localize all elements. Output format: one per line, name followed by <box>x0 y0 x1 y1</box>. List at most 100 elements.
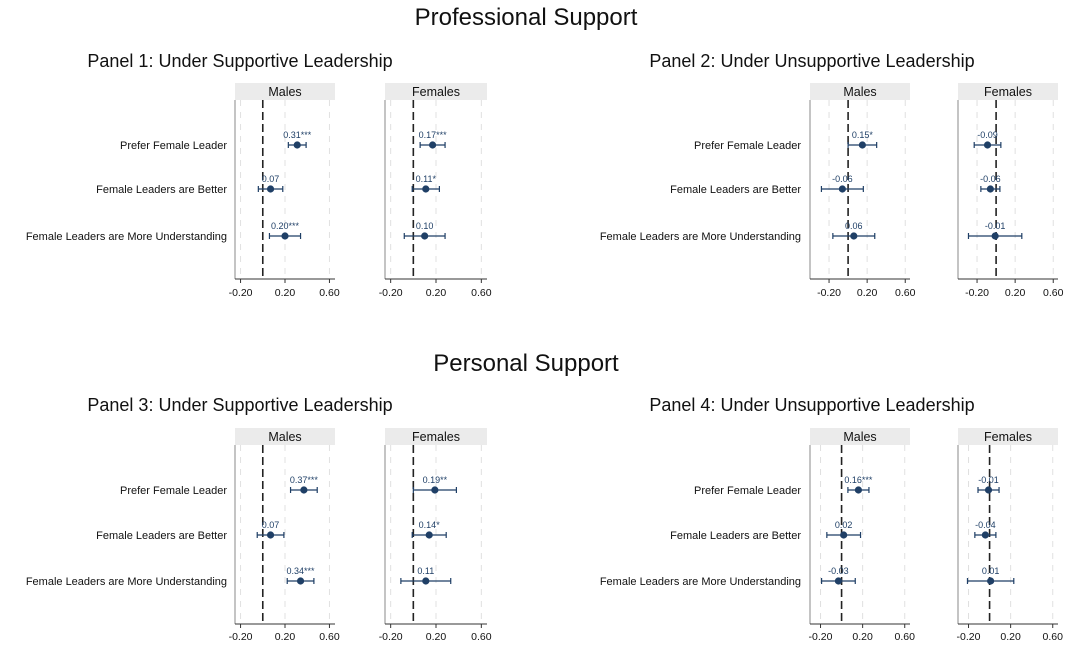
row-label: Prefer Female Leader <box>694 140 801 152</box>
panel-1: Panel 1: Under Supportive Leadership Pref… <box>26 51 492 299</box>
row-label: Female Leaders are Better <box>96 530 227 542</box>
point-marker <box>986 185 994 193</box>
point-marker <box>422 577 430 585</box>
facet-males: Males -0.20 0.20 0.60 0.31*** 0.07 0.20*** <box>229 83 340 299</box>
x-tick-label: 0.60 <box>1043 287 1064 299</box>
x-tick-label: -0.20 <box>229 631 253 643</box>
facet-males: Males -0.20 0.20 0.60 0.37*** 0.07 0.34*** <box>229 428 340 643</box>
point-marker <box>854 486 863 494</box>
x-tick-label: 0.60 <box>319 287 340 299</box>
data-label: 0.11* <box>416 174 437 184</box>
x-tick-label: -0.20 <box>965 287 989 299</box>
row-label: Female Leaders are Better <box>96 184 227 196</box>
x-tick-label: 0.20 <box>1000 631 1021 643</box>
facet-strip-label: Females <box>984 85 1032 99</box>
data-label: 0.17*** <box>419 130 448 140</box>
x-tick-label: 0.60 <box>895 287 916 299</box>
panel-title: Panel 1: Under Supportive Leadership <box>87 51 392 71</box>
facet-strip-label: Females <box>984 430 1032 444</box>
row-label: Female Leaders are More Understanding <box>600 576 801 588</box>
point-marker <box>300 486 308 494</box>
point-marker <box>293 141 301 149</box>
point-marker <box>850 232 858 240</box>
point-marker <box>422 185 430 193</box>
row-label: Female Leaders are More Understanding <box>26 231 227 243</box>
data-label: 0.01 <box>982 566 1000 576</box>
data-label: 0.34*** <box>287 566 316 576</box>
x-tick-label: 0.20 <box>275 631 296 643</box>
facet-females: Females -0.20 0.20 0.60 0.17*** 0.11* 0.10 <box>379 83 492 299</box>
point-marker <box>425 531 433 539</box>
data-label: 0.14* <box>419 520 441 530</box>
facet-females: Females -0.20 0.20 0.60 -0.09 -0.06 -0.01 <box>957 83 1064 299</box>
data-label: 0.07 <box>262 520 280 530</box>
point-marker <box>981 531 989 539</box>
data-label: 0.06 <box>845 221 863 231</box>
facet-strip-label: Males <box>843 430 876 444</box>
panel-4: Panel 4: Under Unsupportive Leadership Pr… <box>600 395 1063 643</box>
panel-title: Panel 3: Under Supportive Leadership <box>87 395 392 415</box>
point-marker <box>281 232 289 240</box>
data-label: -0.06 <box>980 174 1001 184</box>
data-label: -0.03 <box>828 566 849 576</box>
facet-males: Males -0.20 0.20 0.60 0.16*** 0.02 -0.03 <box>809 428 915 643</box>
x-tick-label: 0.20 <box>857 287 878 299</box>
point-marker <box>296 577 305 585</box>
point-marker <box>858 141 866 149</box>
data-label: 0.20*** <box>271 221 300 231</box>
facet-strip-label: Females <box>412 85 460 99</box>
data-label: 0.11 <box>417 566 434 576</box>
x-tick-label: -0.20 <box>817 287 841 299</box>
point-marker <box>838 185 846 193</box>
facet-strip <box>958 428 1058 445</box>
facet-strip <box>810 83 910 100</box>
facet-strip-label: Males <box>268 430 301 444</box>
panel-3: Panel 3: Under Supportive Leadership Pref… <box>26 395 492 643</box>
row-label: Female Leaders are Better <box>670 184 801 196</box>
x-tick-label: 0.20 <box>426 631 447 643</box>
x-tick-label: 0.60 <box>1043 631 1064 643</box>
point-marker <box>266 531 275 539</box>
data-label: 0.15* <box>852 130 874 140</box>
point-marker <box>984 486 993 494</box>
x-tick-label: -0.20 <box>379 631 403 643</box>
facet-strip <box>810 428 910 445</box>
row-label: Female Leaders are More Understanding <box>600 231 801 243</box>
x-tick-label: 0.20 <box>1005 287 1026 299</box>
data-label: -0.06 <box>832 174 853 184</box>
row-label: Female Leaders are Better <box>670 530 801 542</box>
data-label: 0.07 <box>262 174 280 184</box>
row-label: Prefer Female Leader <box>120 140 227 152</box>
point-marker <box>421 232 429 240</box>
x-tick-label: 0.60 <box>471 631 492 643</box>
data-label: 0.37*** <box>290 475 319 485</box>
row-label: Prefer Female Leader <box>120 485 227 497</box>
data-label: -0.04 <box>975 520 996 530</box>
facet-strip-label: Males <box>268 85 301 99</box>
row-label: Prefer Female Leader <box>694 485 801 497</box>
x-tick-label: 0.60 <box>319 631 340 643</box>
point-marker <box>983 141 992 149</box>
data-label: -0.01 <box>978 475 999 485</box>
data-label: -0.01 <box>985 221 1006 231</box>
x-tick-label: 0.20 <box>426 287 447 299</box>
x-tick-label: 0.60 <box>471 287 492 299</box>
facet-strip-label: Males <box>843 85 876 99</box>
point-marker <box>991 232 999 240</box>
data-label: 0.02 <box>835 520 853 530</box>
facet-strip <box>235 83 335 100</box>
data-label: 0.10 <box>416 221 434 231</box>
panel-2: Panel 2: Under Unsupportive Leadership Pr… <box>600 51 1064 299</box>
facet-strip-label: Females <box>412 430 460 444</box>
data-label: 0.16*** <box>844 475 873 485</box>
x-tick-label: -0.20 <box>809 631 833 643</box>
point-marker <box>431 486 439 494</box>
facet-strip <box>385 83 487 100</box>
data-label: 0.19** <box>423 475 448 485</box>
point-marker <box>834 577 843 585</box>
facet-strip <box>235 428 335 445</box>
x-tick-label: -0.20 <box>229 287 253 299</box>
facet-males: Males -0.20 0.20 0.60 0.15* -0.06 0.06 <box>809 83 916 299</box>
panel-title: Panel 2: Under Unsupportive Leadership <box>649 51 974 71</box>
